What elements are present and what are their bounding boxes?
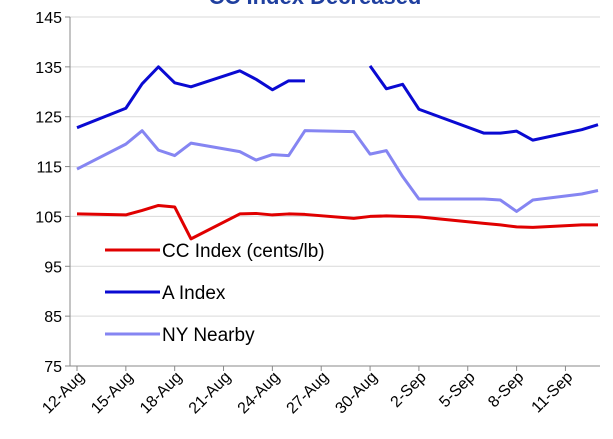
series-line [76,203,598,241]
series-line [76,129,599,213]
x-tick-label: 30-Aug [332,369,381,418]
series-line [76,64,599,142]
y-tick-label: 135 [35,60,62,77]
x-tick-label: 18-Aug [137,369,186,418]
y-tick-label: 115 [36,160,62,177]
x-tick-label: 24-Aug [235,369,284,418]
chart-title: CC Index Decreased [209,0,422,9]
legend-label: A Index [162,283,226,304]
x-tick-label: 12-Aug [39,369,88,418]
x-tick-label: 11-Sep [529,369,577,417]
y-tick-label: 75 [44,359,62,376]
x-tick-label: 2-Sep [388,369,430,411]
y-tick-label: 105 [35,209,62,226]
y-tick-label: 145 [35,10,62,27]
x-tick-label: 8-Sep [485,369,527,411]
x-tick-label: 15-Aug [88,369,137,418]
y-tick-label: 95 [44,259,62,276]
x-tick-label: 21-Aug [186,369,235,418]
x-tick-label: 5-Sep [436,369,478,411]
legend-label: NY Nearby [162,325,255,346]
x-tick-label: 27-Aug [284,369,333,418]
y-tick-label: 85 [44,309,62,326]
y-tick-label: 125 [35,110,62,127]
legend-label: CC Index (cents/lb) [162,241,325,262]
